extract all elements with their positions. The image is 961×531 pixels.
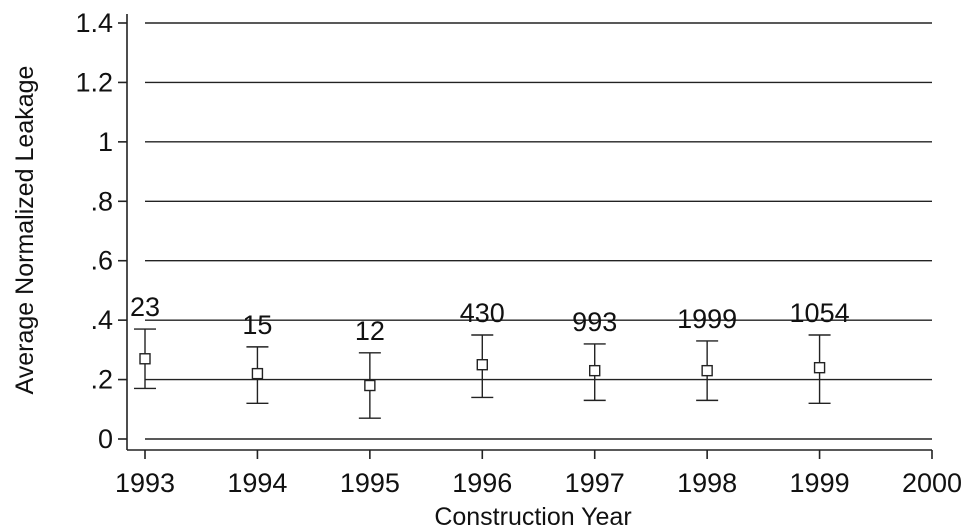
y-axis-title: Average Normalized Leakage xyxy=(11,66,39,395)
x-tick-label: 1999 xyxy=(790,468,850,498)
x-tick-label: 1996 xyxy=(452,468,512,498)
mean-marker xyxy=(815,363,825,373)
x-tick-label: 1993 xyxy=(115,468,175,498)
x-tick-label: 1994 xyxy=(227,468,287,498)
sample-size-label: 430 xyxy=(460,298,505,328)
y-tick-label: .4 xyxy=(90,305,113,335)
mean-marker xyxy=(252,369,262,379)
y-tick-label: 0 xyxy=(98,424,113,454)
mean-marker xyxy=(590,366,600,376)
data-point-group: 12 xyxy=(355,316,385,418)
data-point-group: 1999 xyxy=(677,304,737,400)
data-point-group: 993 xyxy=(572,307,617,400)
x-axis-title: Construction Year xyxy=(434,503,631,531)
data-point-group: 430 xyxy=(460,298,505,397)
data-point-group: 23 xyxy=(130,292,160,388)
sample-size-label: 1999 xyxy=(677,304,737,334)
y-tick-label: .6 xyxy=(90,246,113,276)
x-tick-label: 1998 xyxy=(677,468,737,498)
x-tick-label: 2000 xyxy=(902,468,961,498)
y-tick-label: .2 xyxy=(90,365,113,395)
y-tick-label: 1 xyxy=(98,127,113,157)
mean-marker xyxy=(365,381,375,391)
mean-marker xyxy=(702,366,712,376)
x-tick-label: 1995 xyxy=(340,468,400,498)
y-tick-label: 1.2 xyxy=(75,67,113,97)
y-tick-label: 1.4 xyxy=(75,8,113,38)
y-ticks: 0 .2 .4 .6 .8 1 1.2 1.4 xyxy=(75,8,127,454)
sample-size-label: 1054 xyxy=(790,298,850,328)
sample-size-label: 993 xyxy=(572,307,617,337)
x-tick-label: 1997 xyxy=(565,468,625,498)
x-ticks: 1993 1994 1995 1996 1997 1998 1999 2000 xyxy=(115,450,961,498)
data-point-group: 15 xyxy=(242,310,272,403)
mean-marker xyxy=(477,360,487,370)
sample-size-label: 23 xyxy=(130,292,160,322)
data-point-group: 1054 xyxy=(790,298,850,403)
sample-size-label: 12 xyxy=(355,316,385,346)
y-tick-label: .8 xyxy=(90,186,113,216)
sample-size-label: 15 xyxy=(242,310,272,340)
mean-marker xyxy=(140,354,150,364)
series: 23 15 12 430 993 1999 1054 xyxy=(130,292,850,418)
axes xyxy=(127,14,932,450)
